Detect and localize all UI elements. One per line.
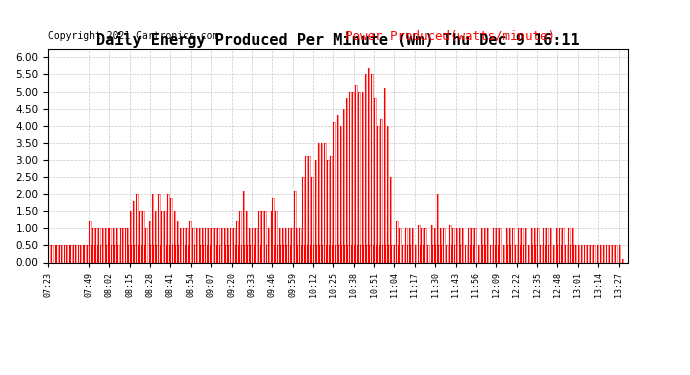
- Text: Copyright 2021 Cartronics.com: Copyright 2021 Cartronics.com: [48, 32, 219, 41]
- Title: Daily Energy Produced Per Minute (Wm) Thu Dec 9 16:11: Daily Energy Produced Per Minute (Wm) Th…: [97, 32, 580, 48]
- Text: Power Produced(watts/minute): Power Produced(watts/minute): [345, 29, 555, 42]
